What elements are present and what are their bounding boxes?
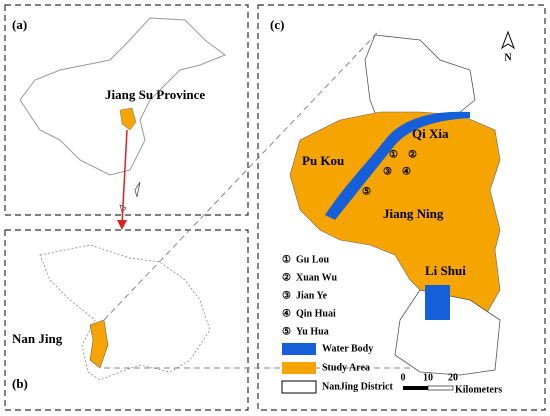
china-outline: [19, 17, 227, 176]
key-marker: ②: [282, 272, 291, 283]
district-label: Qi Xia: [412, 126, 449, 141]
key-name: Xuan Wu: [296, 272, 337, 283]
panel-b-frame: [4, 229, 249, 411]
south-area: [394, 289, 501, 376]
key-name: Qin Huai: [296, 308, 336, 319]
scale-bar: [403, 386, 428, 390]
key-name: Yu Hua: [296, 326, 329, 337]
panel-label: (c): [270, 17, 284, 32]
key-name: Jian Ye: [296, 290, 328, 301]
province-label: Jiang Su Province: [105, 87, 205, 102]
arrow-line: [121, 129, 128, 225]
jiangsu-shape: [119, 107, 137, 131]
map-marker: ③: [383, 166, 392, 177]
scale-tick: 20: [448, 372, 458, 383]
scale-bar: [427, 385, 454, 391]
map-marker: ⑤: [362, 186, 371, 197]
map-marker: ①: [389, 149, 398, 160]
legend-label: Study Area: [322, 362, 370, 373]
key-marker: ①: [282, 254, 291, 265]
key-marker: ④: [282, 308, 291, 319]
legend-swatch: [281, 380, 317, 394]
legend-swatch: [282, 343, 316, 355]
key-name: Gu Lou: [296, 254, 330, 265]
scale-tick: 0: [401, 372, 406, 383]
legend-swatch: [282, 362, 316, 374]
panel-label: (b): [12, 376, 28, 391]
key-marker: ⑤: [282, 326, 291, 337]
district-label: Li Shui: [425, 263, 466, 278]
map-marker: ②: [408, 149, 417, 160]
arrow-head: [117, 220, 127, 230]
legend-label: Water Body: [322, 343, 373, 354]
city-label: Nan Jing: [12, 331, 63, 346]
lake: [425, 285, 450, 320]
district-label: Jiang Ning: [383, 206, 444, 221]
key-marker: ③: [282, 290, 291, 301]
map-marker: ④: [402, 166, 411, 177]
north-area: [364, 34, 476, 126]
panel-label: (a): [12, 17, 27, 32]
scale-unit: Kilometers: [455, 384, 502, 395]
panel-a-frame: [4, 4, 249, 216]
scale-tick: 10: [423, 372, 433, 383]
panel-c-frame: [257, 4, 546, 411]
north-label: N: [504, 52, 512, 63]
river: [325, 111, 470, 220]
zoom-line: [103, 29, 381, 321]
jiangsu-map: [39, 244, 211, 381]
north-arrow: [500, 30, 516, 50]
district-label: Pu Kou: [302, 153, 344, 168]
legend-label: NanJing District: [322, 381, 394, 392]
